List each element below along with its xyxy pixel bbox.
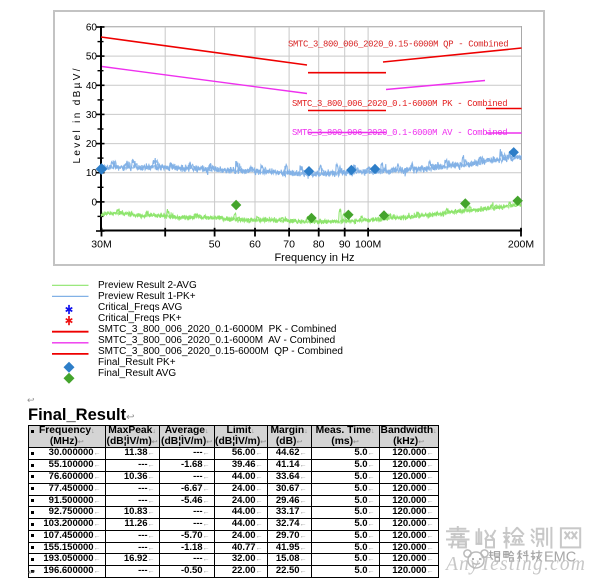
svg-text:0: 0 — [91, 197, 97, 208]
svg-text:100M: 100M — [355, 239, 381, 251]
svg-text:Level in dBµV/: Level in dBµV/ — [72, 68, 83, 163]
svg-text:SMTC_3_800_006_2020_0.1-6000M: SMTC_3_800_006_2020_0.1-6000M AV - Combi… — [292, 128, 507, 138]
svg-text:60: 60 — [249, 239, 261, 251]
svg-text:SMTC_3_800_006_2020_0.15-6000M: SMTC_3_800_006_2020_0.15-6000M QP - Comb… — [288, 40, 508, 50]
svg-text:90: 90 — [339, 239, 351, 251]
svg-text:10: 10 — [86, 168, 98, 179]
svg-text:EMC: EMC — [544, 550, 576, 566]
svg-text:SMTC_3_800_006_2020_0.1-6000M: SMTC_3_800_006_2020_0.1-6000M PK - Combi… — [292, 99, 507, 109]
svg-text:40: 40 — [86, 81, 98, 92]
svg-text:50: 50 — [86, 52, 98, 63]
svg-text:Frequency in Hz: Frequency in Hz — [274, 252, 354, 264]
svg-text:80: 80 — [313, 239, 325, 251]
svg-text:70: 70 — [283, 239, 295, 251]
svg-text:60: 60 — [86, 23, 98, 34]
svg-text:30M: 30M — [91, 239, 111, 251]
svg-text:30: 30 — [86, 110, 98, 121]
svg-text:20: 20 — [86, 139, 98, 150]
svg-text:50: 50 — [209, 239, 221, 251]
svg-text:200M: 200M — [508, 239, 534, 251]
